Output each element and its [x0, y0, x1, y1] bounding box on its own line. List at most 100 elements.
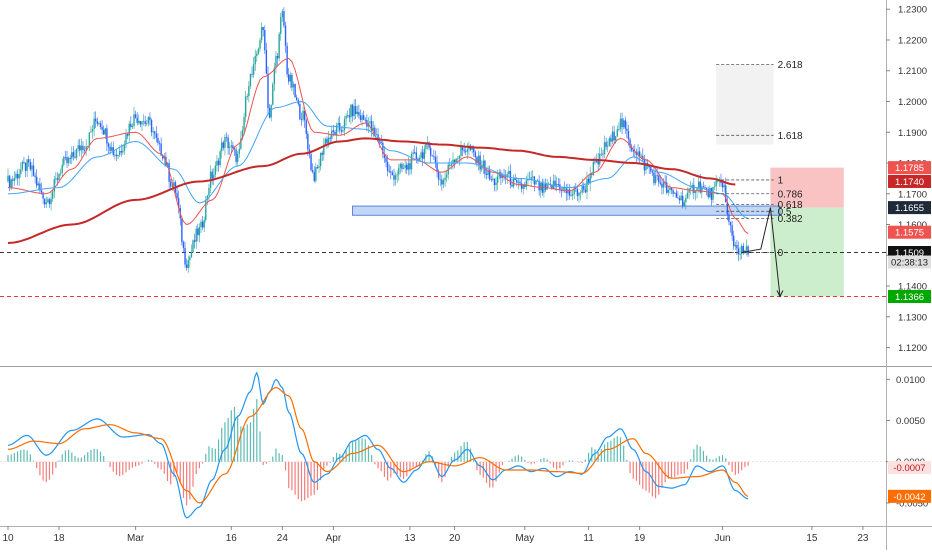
candle-body	[53, 179, 55, 192]
candle-body	[370, 121, 373, 131]
candle-body	[418, 157, 421, 161]
candle-body	[589, 173, 591, 184]
candle-body	[335, 125, 338, 136]
candle-body	[169, 181, 172, 187]
candle-body	[313, 171, 315, 181]
candle-body	[629, 139, 631, 148]
support-zone[interactable]	[352, 205, 781, 216]
candle-body	[318, 166, 320, 168]
candle-body	[402, 167, 405, 169]
candle-body	[173, 182, 175, 187]
candle-body	[375, 134, 378, 136]
candle-body	[144, 121, 146, 125]
candle-body	[355, 106, 357, 115]
candle-body	[125, 134, 127, 145]
candle-body	[514, 178, 516, 180]
candle-body	[721, 182, 724, 188]
candle-body	[56, 178, 59, 180]
candle-body	[28, 159, 30, 163]
candle-body	[51, 191, 54, 199]
candle-body	[607, 145, 609, 147]
candle-body	[323, 144, 325, 155]
candle-body	[741, 245, 743, 254]
candle-body	[99, 123, 102, 127]
candle-body	[103, 129, 105, 135]
candle-body	[390, 171, 392, 173]
candle-body	[184, 247, 186, 265]
candle-body	[361, 115, 363, 120]
candle-body	[622, 120, 625, 127]
stop-loss-zone[interactable]	[770, 167, 844, 208]
time-tick-label: 10	[2, 533, 14, 544]
candle-body	[342, 130, 344, 132]
candle-body	[406, 164, 408, 170]
candle-body	[621, 118, 623, 127]
candle-body	[26, 159, 28, 171]
candle-body	[96, 121, 99, 124]
candle-body	[356, 111, 359, 115]
candle-body	[211, 171, 213, 179]
candle-body	[249, 73, 252, 87]
candle-body	[670, 187, 673, 191]
fib-level-label: 0.786	[778, 189, 803, 200]
candle-body	[91, 129, 94, 132]
candle-body	[251, 73, 253, 75]
candle-body	[444, 177, 446, 181]
time-tick-label: 11	[583, 533, 594, 544]
candle-body	[171, 186, 173, 187]
candle-body	[611, 131, 614, 142]
candle-body	[626, 128, 628, 131]
candle-body	[90, 131, 92, 133]
candle-body	[353, 106, 355, 117]
candle-body	[321, 152, 323, 155]
candle-body	[48, 199, 51, 205]
candle-body	[122, 150, 124, 153]
candle-body	[294, 84, 296, 98]
candle-body	[350, 104, 352, 118]
candle-body	[576, 188, 579, 196]
candle-body	[466, 149, 469, 152]
macd-label-badge	[888, 461, 931, 475]
candle-body	[433, 156, 435, 158]
candle-body	[23, 161, 25, 163]
candle-body	[225, 137, 228, 139]
candle-body	[332, 130, 335, 132]
candle-body	[653, 172, 655, 184]
candle-body	[141, 121, 143, 125]
candle-body	[519, 181, 521, 184]
candle-body	[262, 27, 264, 31]
candle-body	[224, 137, 226, 148]
candle-body	[256, 53, 258, 57]
candle-body	[152, 131, 154, 133]
candle-body	[240, 138, 242, 149]
candle-body	[685, 197, 687, 203]
time-tick-label: Jun	[714, 533, 730, 544]
candle-body	[36, 176, 38, 186]
candle-body	[412, 152, 414, 155]
candle-body	[168, 163, 170, 182]
candle-body	[587, 178, 590, 184]
candle-body	[128, 123, 130, 136]
candle-body	[409, 163, 411, 170]
candle-body	[182, 242, 185, 248]
candle-body	[383, 153, 386, 159]
candle-body	[458, 155, 461, 159]
candle-body	[372, 127, 374, 131]
price-label-text: 1.1740	[895, 177, 924, 188]
candle-body	[473, 147, 475, 153]
candle-body	[162, 155, 164, 159]
candle-body	[504, 176, 507, 178]
candle-body	[64, 157, 67, 158]
candle-body	[278, 33, 280, 59]
candle-body	[130, 123, 132, 128]
candle-body	[482, 160, 485, 167]
candle-body	[457, 158, 459, 160]
candle-body	[554, 180, 556, 186]
projection-path[interactable]	[741, 207, 781, 297]
candle-body	[295, 97, 298, 101]
candle-body	[120, 150, 122, 153]
candle-body	[109, 146, 111, 151]
candle-body	[8, 175, 11, 188]
